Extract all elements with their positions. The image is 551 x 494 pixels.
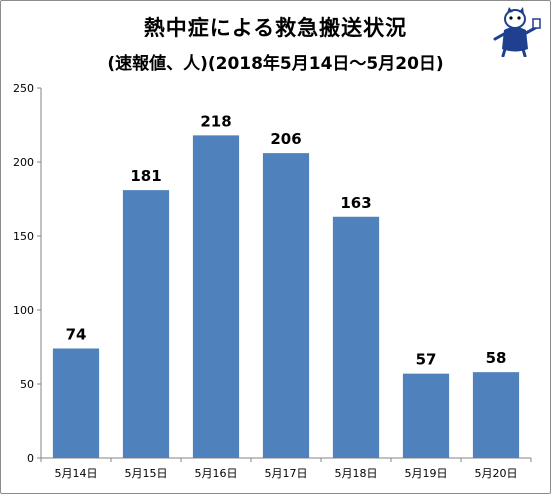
bar (52, 348, 100, 458)
bar (402, 373, 450, 458)
bar (262, 153, 310, 458)
data-label: 218 (200, 112, 231, 130)
chart-subtitle: (速報値、人)(2018年5月14日～5月20日) (107, 54, 444, 74)
data-label: 74 (66, 325, 87, 343)
bar (192, 135, 240, 459)
x-tick-label: 5月18日 (335, 467, 378, 480)
x-tick-label: 5月15日 (125, 467, 168, 480)
data-label: 163 (340, 194, 371, 212)
data-label: 57 (416, 351, 437, 369)
y-tick-label: 50 (20, 378, 34, 391)
bar (472, 372, 520, 458)
x-tick-label: 5月14日 (55, 467, 98, 480)
y-tick-label: 250 (13, 82, 34, 95)
data-label: 181 (130, 167, 161, 185)
x-tick-label: 5月19日 (405, 467, 448, 480)
chart-title: 熱中症による救急搬送状況 (143, 16, 408, 40)
x-tick-label: 5月16日 (195, 467, 238, 480)
y-tick-label: 200 (13, 156, 34, 169)
data-label: 206 (270, 130, 301, 148)
x-tick-label: 5月20日 (475, 467, 518, 480)
mascot-icon (493, 7, 541, 57)
bar (332, 216, 380, 458)
bar (122, 190, 170, 458)
y-tick-label: 0 (27, 452, 34, 465)
y-tick-label: 100 (13, 304, 34, 317)
x-tick-label: 5月17日 (265, 467, 308, 480)
data-label: 58 (486, 349, 507, 367)
y-tick-label: 150 (13, 230, 34, 243)
